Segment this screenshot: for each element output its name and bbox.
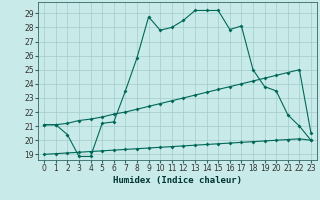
X-axis label: Humidex (Indice chaleur): Humidex (Indice chaleur) [113,176,242,185]
